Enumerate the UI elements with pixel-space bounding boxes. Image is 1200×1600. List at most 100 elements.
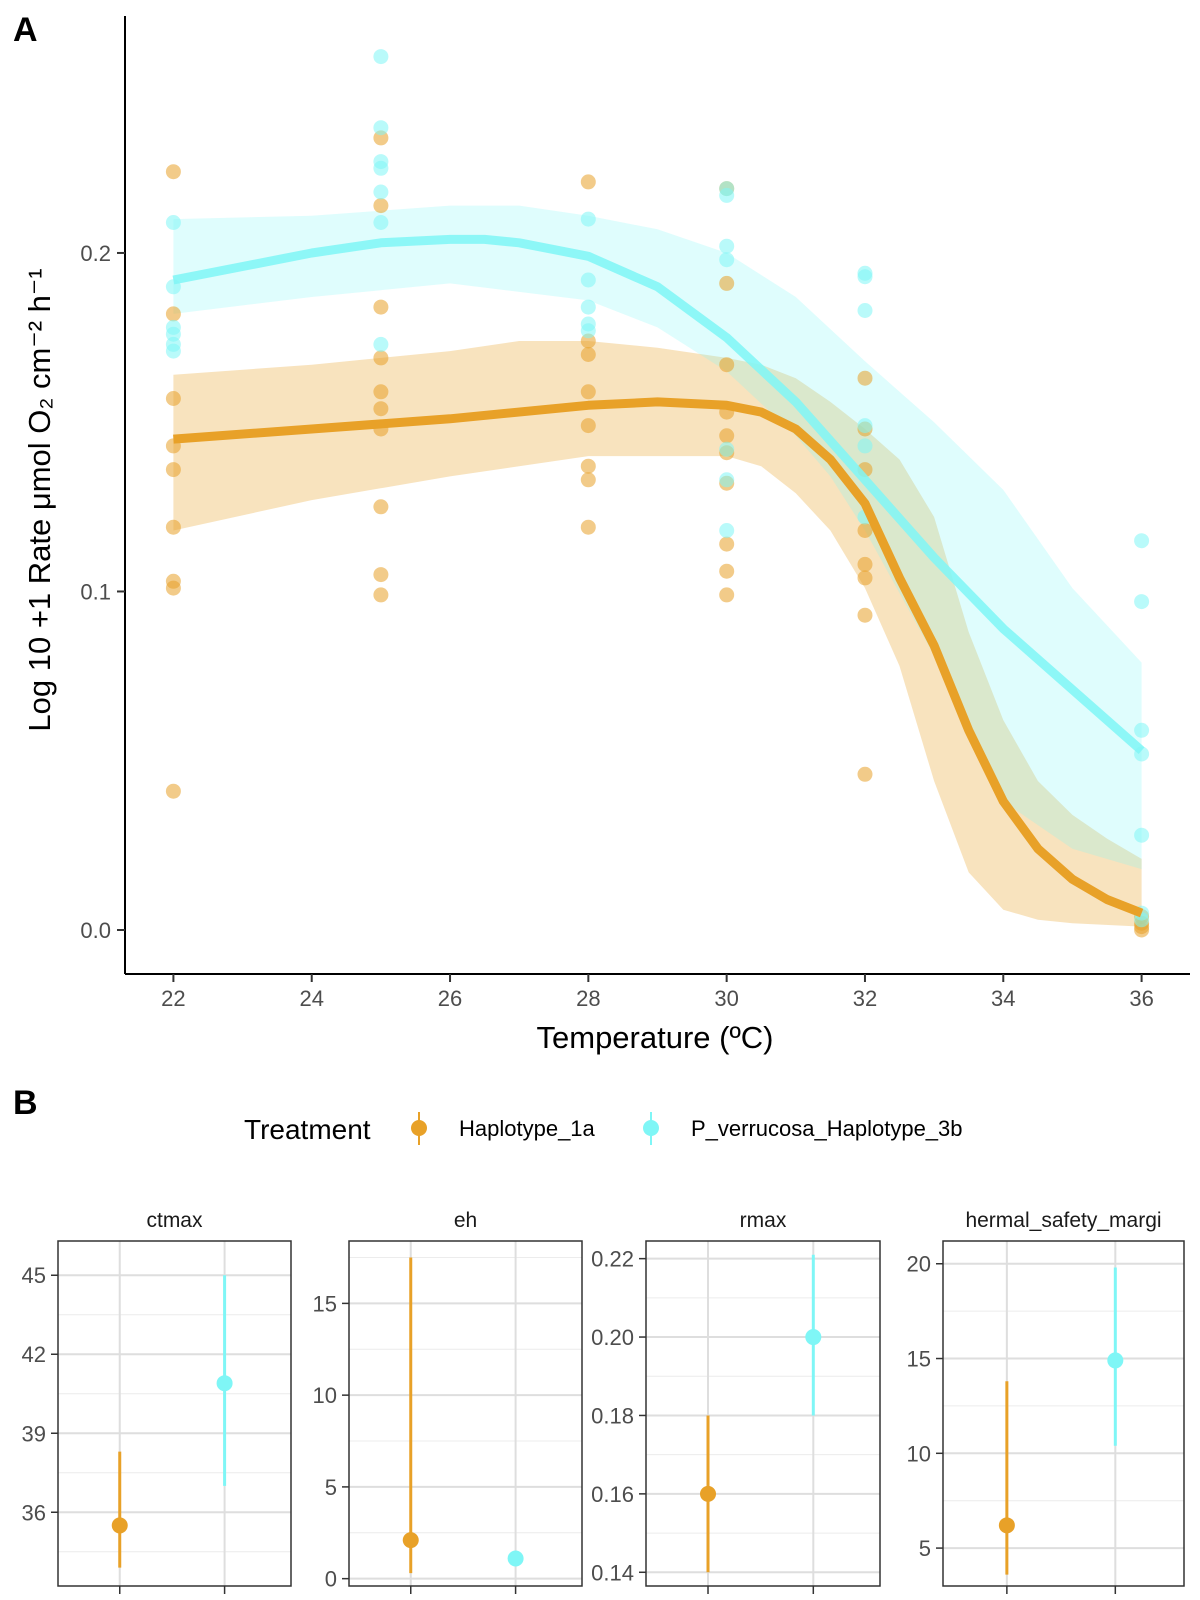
y-tick-label: 15 <box>313 1291 337 1316</box>
point-haplotype-1a <box>165 164 181 180</box>
point-haplotype-1a <box>373 384 389 400</box>
fit-line-haplotype-1a <box>173 397 1144 918</box>
point-haplotype-3b <box>373 49 389 65</box>
point-haplotype-3b <box>580 299 596 315</box>
facet-strip-label: hermal_safety_margi <box>965 1209 1161 1232</box>
point-haplotype-3b <box>857 418 873 434</box>
confidence-bands <box>173 205 1142 927</box>
point-haplotype-1a <box>580 347 596 362</box>
point-haplotype-1a <box>165 391 181 406</box>
point-haplotype-3b <box>857 438 873 454</box>
data-points <box>165 49 1150 938</box>
estimate-point-haplotype-1a <box>998 1517 1015 1534</box>
point-haplotype-1a <box>165 783 181 799</box>
y-tick-label: 36 <box>22 1500 46 1525</box>
fit-line-haplotype-3b <box>172 234 1145 754</box>
legend-label: P_verrucosa_Haplotype_3b <box>691 1116 963 1141</box>
point-haplotype-1a <box>373 350 389 366</box>
point-haplotype-3b <box>373 215 389 230</box>
facet-border <box>645 1240 881 1587</box>
legend-key-dot <box>643 1120 659 1136</box>
facet-strip-label: ctmax <box>146 1209 203 1232</box>
y-tick-label: 0.20 <box>591 1325 634 1350</box>
point-haplotype-1a <box>165 462 181 478</box>
x-tick-label: 24 <box>299 986 323 1011</box>
y-tick-label: 0.0 <box>80 918 111 943</box>
point-haplotype-1a <box>580 519 596 535</box>
y-tick-label: 0 <box>325 1567 337 1592</box>
point-haplotype-3b <box>857 303 873 318</box>
point-haplotype-3b <box>1134 533 1150 549</box>
point-haplotype-3b <box>719 252 735 268</box>
x-tick-label: 30 <box>714 986 738 1011</box>
point-haplotype-1a <box>719 563 735 579</box>
point-haplotype-1a <box>719 428 735 444</box>
point-haplotype-3b <box>719 472 735 488</box>
point-haplotype-3b <box>719 441 735 457</box>
y-axis-title: Log 10 +1 Rate μmol O₂ cm⁻² h⁻¹ <box>22 268 57 731</box>
point-haplotype-1a <box>719 536 735 552</box>
y-tick-label: 42 <box>22 1342 46 1367</box>
point-haplotype-3b <box>719 238 735 254</box>
band-haplotype-3b <box>173 205 1142 870</box>
y-tick-label: 5 <box>325 1475 337 1500</box>
legend-item-haplotype-1a: Haplotype_1a <box>411 1112 596 1145</box>
point-haplotype-3b <box>373 336 389 352</box>
y-tick-label: 20 <box>907 1252 931 1277</box>
facet-eh: eh 0 5 10 15 <box>313 1209 583 1594</box>
point-haplotype-1a <box>580 472 596 488</box>
point-haplotype-3b <box>857 269 873 285</box>
panel-b-facets: ctmax 36 39 42 45 eh 0 5 10 15 rmax 0.14 0.16 0.18 0.2… <box>22 1209 1185 1594</box>
legend-title: Treatment <box>244 1114 371 1145</box>
y-tick-label: 0.16 <box>591 1482 634 1507</box>
point-haplotype-1a <box>580 174 596 190</box>
legend-key-dot <box>411 1120 427 1136</box>
point-haplotype-1a <box>580 384 596 400</box>
point-haplotype-1a <box>165 306 181 322</box>
point-haplotype-1a <box>580 458 596 474</box>
point-haplotype-3b <box>165 215 181 230</box>
x-tick-label: 32 <box>853 986 877 1011</box>
point-haplotype-1a <box>165 519 181 535</box>
point-haplotype-1a <box>857 370 873 386</box>
estimate-point-haplotype-1a <box>700 1485 717 1502</box>
point-haplotype-3b <box>580 272 596 288</box>
legend-label: Haplotype_1a <box>459 1116 596 1141</box>
facet-border <box>57 1240 292 1587</box>
estimate-point-haplotype-1a <box>402 1532 419 1549</box>
legend-item-haplotype-3b: P_verrucosa_Haplotype_3b <box>643 1112 963 1145</box>
point-haplotype-1a <box>373 299 389 315</box>
point-haplotype-3b <box>1134 827 1150 843</box>
point-haplotype-1a <box>373 198 389 214</box>
estimate-point-haplotype-1a <box>111 1517 128 1534</box>
point-haplotype-1a <box>580 418 596 434</box>
panel-label-b: B <box>13 1084 38 1122</box>
point-haplotype-1a <box>857 607 873 623</box>
axes: 22 24 26 28 30 32 34 36 0.0 0.1 0.2 <box>80 16 1190 1011</box>
y-tick-label: 0.2 <box>80 241 111 266</box>
point-haplotype-3b <box>373 184 389 200</box>
estimate-point-haplotype-3b <box>805 1329 822 1346</box>
point-haplotype-3b <box>719 187 735 203</box>
legend: Treatment Haplotype_1a P_verrucosa_Haplo… <box>244 1112 963 1145</box>
point-haplotype-1a <box>857 556 873 572</box>
facet-strip-label: eh <box>454 1209 477 1232</box>
estimate-point-haplotype-3b <box>216 1375 233 1392</box>
point-haplotype-1a <box>719 357 735 373</box>
y-tick-label: 39 <box>22 1421 46 1446</box>
point-haplotype-1a <box>719 275 735 291</box>
facet-hermal-safety-margi: hermal_safety_margi 5 10 15 20 <box>907 1209 1185 1594</box>
x-tick-label: 26 <box>438 986 462 1011</box>
y-tick-label: 0.14 <box>591 1560 634 1585</box>
facet-border <box>942 1240 1185 1587</box>
panel-label-a: A <box>13 11 38 49</box>
facet-ctmax: ctmax 36 39 42 45 <box>22 1209 292 1594</box>
point-haplotype-1a <box>857 570 873 586</box>
point-haplotype-1a <box>373 587 389 603</box>
x-tick-label: 34 <box>991 986 1015 1011</box>
fit-lines <box>172 234 1145 918</box>
point-haplotype-1a <box>165 580 181 596</box>
panel-a-plot: 22 24 26 28 30 32 34 36 0.0 0.1 0.2 Temperature (º… <box>22 16 1190 1055</box>
y-tick-label: 45 <box>22 1263 46 1288</box>
